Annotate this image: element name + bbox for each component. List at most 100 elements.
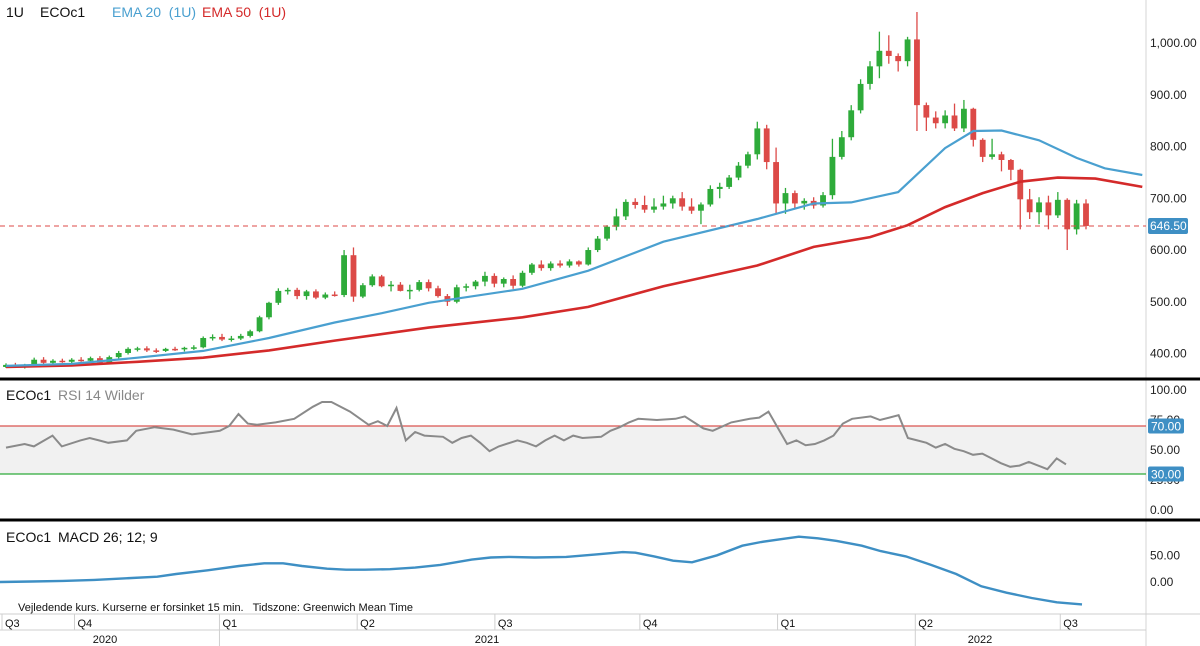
- time-axis: Q3 Q4 Q1 Q2 Q3 Q4 Q1 Q2 Q3 2020 2021 2022: [1, 614, 1078, 646]
- macd-y-axis: 50.00 0.00: [1150, 548, 1180, 589]
- candle-body-up: [359, 285, 366, 297]
- price-tick-label: 600.00: [1150, 243, 1187, 257]
- rsi-tick-label: 0.00: [1150, 503, 1174, 517]
- candle-body-down: [970, 108, 977, 140]
- quarter-label: Q1: [781, 618, 796, 630]
- candle-body-up: [200, 337, 207, 348]
- quarter-label: Q3: [5, 618, 20, 630]
- candle-body-up: [707, 188, 714, 205]
- rsi-lower-label: 30.00: [1151, 468, 1181, 482]
- candle-body-up: [125, 348, 131, 353]
- quarter-label: Q2: [360, 618, 375, 630]
- candle-body-up: [754, 128, 761, 155]
- candle-body-up: [68, 359, 75, 362]
- price-tick-label: 500.00: [1150, 295, 1187, 309]
- rsi-symbol-label: ECOc1: [6, 387, 51, 403]
- price-tick-label: 400.00: [1150, 347, 1187, 361]
- timeframe-label[interactable]: 1U: [6, 4, 24, 20]
- rsi-band-fill: [0, 426, 1146, 474]
- candle-body-down: [378, 276, 385, 287]
- candle-body-up: [801, 200, 808, 204]
- ema20-legend[interactable]: EMA 20 (1U): [112, 4, 196, 20]
- rsi-upper-label: 70.00: [1151, 420, 1181, 434]
- candle-body-down: [791, 193, 798, 204]
- candle-body-down: [40, 359, 47, 363]
- candle-body-up: [942, 115, 949, 124]
- price-tick-label: 700.00: [1150, 191, 1187, 205]
- candle-body-up: [989, 154, 995, 157]
- rsi-upper-tag: [1148, 418, 1184, 434]
- candle-body-up: [604, 226, 610, 239]
- year-label: 2020: [93, 634, 117, 646]
- candle-body-up: [228, 338, 235, 341]
- macd-indicator-label[interactable]: MACD 26; 12; 9: [58, 529, 158, 545]
- candle-body-up: [322, 294, 329, 298]
- candle-body-down: [1017, 169, 1024, 200]
- macd-line: [0, 535, 1083, 606]
- candle-body-down: [763, 128, 770, 163]
- candle-body-down: [397, 284, 404, 291]
- candle-body-down: [1007, 159, 1014, 170]
- candle-body-up: [1073, 203, 1080, 230]
- candle-body-up: [961, 108, 967, 129]
- candle-body-up: [115, 352, 122, 358]
- candle-body-up: [829, 156, 836, 196]
- candle-body-up: [1036, 202, 1042, 213]
- candle-body-up: [31, 359, 38, 365]
- candle-body-up: [857, 83, 864, 111]
- candle-body-up: [848, 110, 855, 138]
- ema50-line: [5, 176, 1143, 369]
- candle-body-down: [885, 50, 892, 56]
- macd-symbol-label: ECOc1: [6, 529, 51, 545]
- candle-body-down: [425, 282, 432, 289]
- rsi-tick-label: 50.00: [1150, 443, 1180, 457]
- ema50-legend[interactable]: EMA 50 (1U): [202, 4, 286, 20]
- year-label: 2022: [968, 634, 992, 646]
- rsi-line: [5, 401, 1067, 471]
- candle-body-up: [190, 347, 197, 349]
- candle-body-up: [1054, 199, 1061, 216]
- candle-body-up: [181, 347, 188, 350]
- candle-body-down: [914, 39, 920, 106]
- candle-body-down: [435, 288, 441, 297]
- candle-body-down: [1064, 199, 1071, 230]
- candle-body-up: [745, 154, 751, 166]
- candle-body-up: [406, 289, 413, 292]
- candle-body-up: [782, 193, 789, 204]
- rsi-indicator-label[interactable]: RSI 14 Wilder: [58, 387, 145, 403]
- candle-body-down: [979, 139, 986, 157]
- candle-body-up: [519, 272, 526, 286]
- candle-body-down: [510, 279, 517, 286]
- candle-body-down: [923, 105, 930, 118]
- candle-body-up: [134, 348, 141, 350]
- candle-body-down: [688, 206, 695, 211]
- candle-body-up: [622, 201, 629, 217]
- macd-tick-label: 0.00: [1150, 575, 1174, 589]
- candle-body-up: [867, 66, 873, 84]
- quarter-label: Q2: [918, 618, 933, 630]
- ema20-line: [5, 129, 1143, 367]
- macd-tick-label: 50.00: [1150, 548, 1180, 562]
- price-tick-label: 800.00: [1150, 140, 1187, 154]
- candle-body-down: [153, 350, 160, 352]
- quarter-label: Q3: [1063, 618, 1078, 630]
- candle-body-up: [585, 250, 592, 265]
- symbol-label[interactable]: ECOc1: [40, 4, 85, 20]
- price-tick-label: 900.00: [1150, 88, 1187, 102]
- candle-body-up: [547, 263, 554, 269]
- candle-body-up: [613, 216, 620, 227]
- candle-body-down: [491, 275, 498, 284]
- candle-body-up: [904, 39, 911, 62]
- candle-body-up: [266, 302, 272, 318]
- candle-body-down: [679, 198, 686, 207]
- candle-body-down: [538, 264, 545, 269]
- candle-body-up: [482, 275, 488, 282]
- candle-body-up: [876, 50, 883, 67]
- candle-body-down: [350, 255, 357, 297]
- candle-body-up: [698, 204, 704, 211]
- candle-body-up: [341, 255, 347, 296]
- candle-body-up: [472, 281, 479, 287]
- candle-body-down: [1045, 202, 1052, 216]
- rsi-tick-label: 100.00: [1150, 383, 1187, 397]
